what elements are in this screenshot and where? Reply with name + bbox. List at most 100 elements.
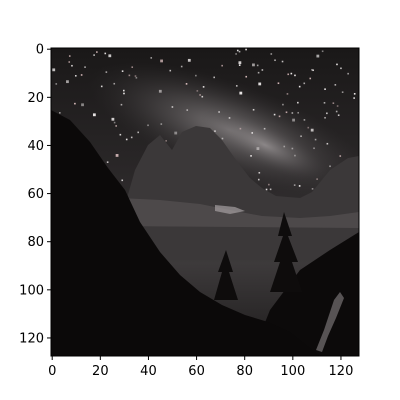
star <box>300 135 302 138</box>
star <box>316 54 320 58</box>
star <box>311 188 314 190</box>
star <box>218 111 220 113</box>
star <box>283 145 286 148</box>
left-hillside <box>51 110 320 356</box>
star <box>245 75 248 78</box>
star <box>341 91 344 93</box>
river-streak <box>316 292 344 352</box>
star <box>130 136 133 139</box>
star <box>125 138 128 141</box>
star <box>120 103 123 106</box>
star <box>113 82 116 85</box>
star <box>221 137 224 140</box>
star <box>213 76 216 79</box>
star <box>128 74 131 77</box>
star <box>134 75 137 77</box>
star <box>202 86 205 88</box>
star <box>185 83 188 85</box>
star <box>113 121 116 124</box>
star <box>137 131 140 134</box>
star <box>347 72 349 75</box>
star <box>303 119 306 121</box>
star <box>187 58 191 62</box>
star <box>74 102 76 105</box>
valley-haze <box>118 198 359 228</box>
star <box>52 68 56 72</box>
tree-mid <box>214 250 238 300</box>
star <box>297 111 300 114</box>
star <box>201 95 204 98</box>
star <box>335 110 338 113</box>
star <box>314 138 317 141</box>
x-tick-label: 100 <box>280 364 305 379</box>
star <box>171 106 174 108</box>
star <box>199 94 201 96</box>
star <box>291 147 294 150</box>
star <box>80 74 83 76</box>
star <box>108 54 112 58</box>
star <box>332 102 335 104</box>
star <box>257 71 260 74</box>
star <box>291 112 294 114</box>
star <box>239 91 243 95</box>
star <box>251 132 254 134</box>
star <box>59 112 61 114</box>
star <box>228 117 231 119</box>
star <box>273 113 276 116</box>
star <box>238 50 241 53</box>
star <box>313 147 315 150</box>
star <box>245 48 247 51</box>
star <box>92 113 96 117</box>
x-tick-label: 80 <box>236 364 253 379</box>
star <box>321 50 324 53</box>
star <box>298 85 301 88</box>
star <box>263 127 266 130</box>
star <box>307 126 310 129</box>
star <box>281 60 284 63</box>
star <box>290 72 293 75</box>
star <box>324 116 326 119</box>
star <box>115 154 119 157</box>
star <box>169 69 172 72</box>
x-tick-label: 40 <box>140 364 157 379</box>
star <box>119 133 122 136</box>
x-axis: 0 20 40 60 80 100 120 <box>48 356 353 379</box>
tree-right <box>270 212 302 292</box>
y-tick-label: 40 <box>27 139 44 154</box>
star <box>214 130 216 132</box>
star <box>106 161 109 163</box>
star <box>160 123 163 125</box>
star <box>250 155 252 157</box>
star <box>239 127 242 130</box>
star <box>269 188 272 191</box>
star <box>135 76 138 79</box>
star <box>186 109 189 111</box>
star <box>221 64 223 67</box>
star <box>105 71 108 73</box>
star <box>96 51 98 53</box>
star <box>256 147 260 150</box>
star <box>311 68 313 71</box>
star <box>282 103 284 106</box>
star <box>303 82 306 85</box>
star <box>297 101 299 104</box>
star <box>165 140 167 142</box>
star <box>111 117 115 121</box>
star <box>195 74 197 77</box>
star <box>131 66 134 68</box>
valley-glint <box>215 205 245 214</box>
star <box>235 53 237 55</box>
star <box>160 59 163 63</box>
y-tick-label: 60 <box>27 187 44 202</box>
star <box>252 108 255 111</box>
x-tick-label: 20 <box>92 364 109 379</box>
star <box>309 77 312 80</box>
y-axis: 0 20 40 60 80 100 120 <box>19 43 51 346</box>
star <box>336 63 338 66</box>
star <box>324 88 326 90</box>
star <box>66 80 69 84</box>
star <box>68 55 71 57</box>
y-tick-label: 20 <box>27 91 44 106</box>
star <box>268 183 270 186</box>
star <box>74 74 77 77</box>
